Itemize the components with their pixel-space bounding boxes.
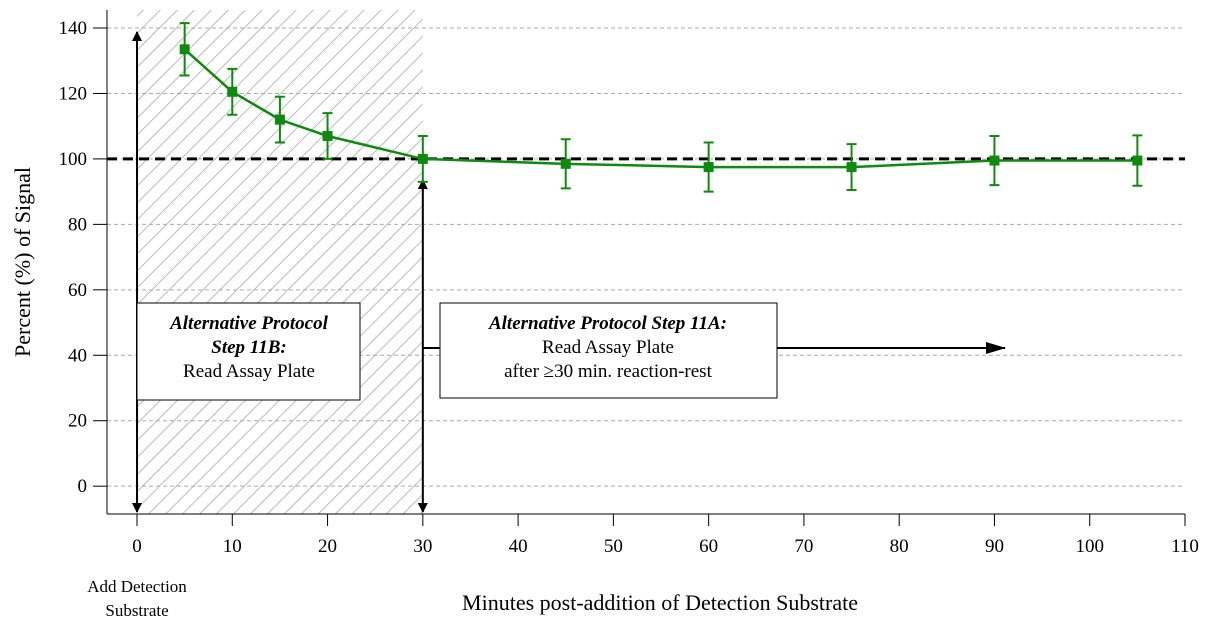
- x-tick-label: 90: [985, 536, 1004, 557]
- data-point: [846, 162, 857, 173]
- data-point: [274, 114, 285, 125]
- data-point: [560, 158, 571, 169]
- x-tick-label: 40: [509, 536, 528, 557]
- x-tick-label: 10: [223, 536, 242, 557]
- annotation: Add Detection: [87, 577, 187, 596]
- annotation-box: [136, 302, 361, 401]
- y-tick-label: 120: [59, 83, 88, 104]
- x-tick-label: 70: [794, 536, 813, 557]
- data-point: [1132, 155, 1143, 166]
- y-tick-label: 20: [68, 411, 87, 432]
- annotation-heading: Alternative Protocol Step 11A:: [488, 313, 727, 334]
- series-line: [183, 48, 1138, 169]
- y-tick-label: 0: [78, 476, 88, 497]
- x-tick-label: 20: [318, 536, 337, 557]
- data-point: [989, 155, 1000, 166]
- x-tick-label: 110: [1171, 536, 1199, 557]
- y-tick-label: 140: [59, 18, 88, 39]
- data-point: [417, 153, 428, 164]
- y-tick-label: 40: [68, 345, 87, 366]
- x-tick-label: 30: [413, 536, 432, 557]
- annotation-heading: Step 11B:: [211, 337, 286, 358]
- y-tick-label: 80: [68, 214, 87, 235]
- data-point: [703, 162, 714, 173]
- annotation-box: [439, 302, 778, 399]
- y-tick-label: 60: [68, 280, 87, 301]
- annotation: Substrate: [105, 601, 168, 620]
- x-tick-label: 0: [132, 536, 142, 557]
- annotation-text: after ≥30 min. reaction-rest: [504, 361, 712, 382]
- x-tick-label: 100: [1075, 536, 1104, 557]
- x-tick-label: 50: [604, 536, 623, 557]
- x-tick-label: 60: [699, 536, 718, 557]
- y-axis-label: Percent (%) of Signal: [10, 167, 35, 357]
- data-point: [179, 44, 190, 55]
- x-axis-label: Minutes post-addition of Detection Subst…: [462, 590, 858, 615]
- data-point: [322, 131, 333, 141]
- annotation-text: Read Assay Plate: [542, 337, 674, 358]
- y-tick-label: 100: [59, 149, 88, 170]
- data-point: [227, 86, 238, 97]
- x-tick-label: 80: [890, 536, 909, 557]
- annotation-heading: Alternative Protocol: [169, 313, 329, 334]
- shaded-region: [137, 10, 423, 514]
- annotation-text: Read Assay Plate: [183, 361, 315, 382]
